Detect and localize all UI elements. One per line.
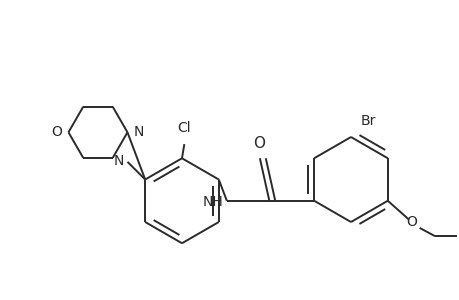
Text: N: N	[113, 154, 123, 168]
Text: N: N	[133, 125, 144, 139]
Text: NH: NH	[202, 195, 223, 209]
Text: Br: Br	[360, 114, 375, 128]
Text: O: O	[51, 125, 62, 139]
Text: Cl: Cl	[177, 121, 191, 135]
Text: O: O	[405, 215, 416, 229]
Text: O: O	[252, 136, 264, 151]
